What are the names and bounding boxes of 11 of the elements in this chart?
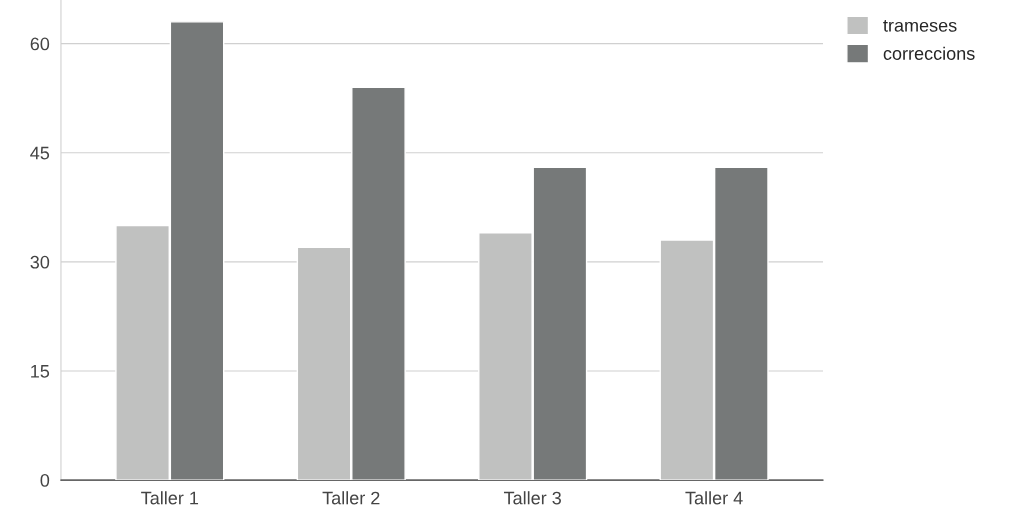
y-tick-label: 45 <box>30 146 50 160</box>
x-tick-label: Taller 4 <box>685 491 743 505</box>
x-tick-label: Taller 3 <box>503 491 561 505</box>
legend-label: correccions <box>883 46 975 60</box>
x-tick-label: Taller 1 <box>141 491 199 505</box>
x-tick-label: Taller 2 <box>322 491 380 505</box>
y-tick-label: 0 <box>40 474 50 487</box>
y-tick-label: 60 <box>30 37 50 51</box>
y-tick-label: 30 <box>30 255 50 269</box>
y-tick-label: 15 <box>31 365 50 378</box>
legend-label: trameses <box>883 19 957 32</box>
